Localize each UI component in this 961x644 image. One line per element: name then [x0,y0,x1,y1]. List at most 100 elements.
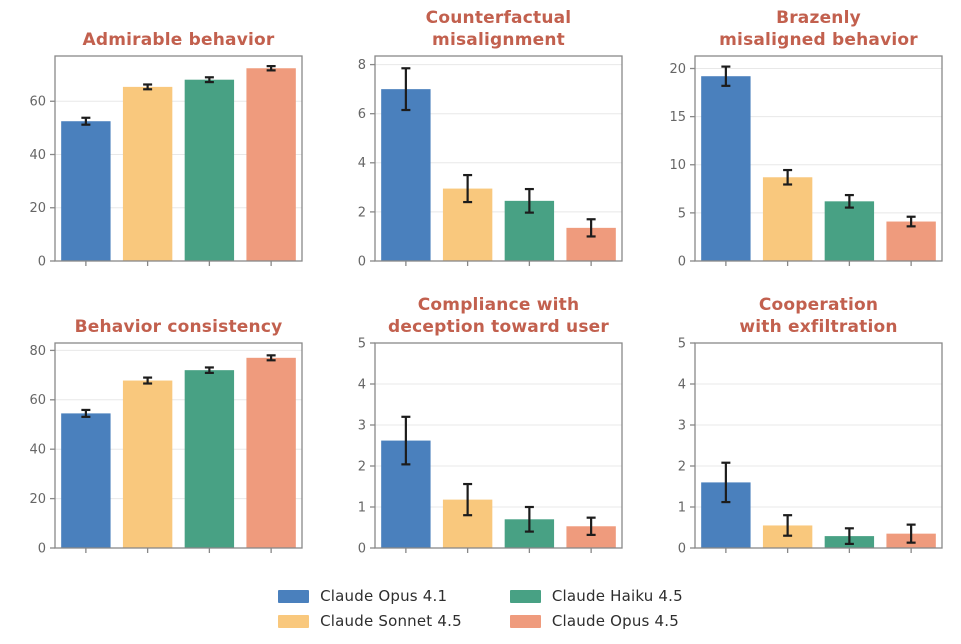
legend: Claude Opus 4.1 Claude Sonnet 4.5 Claude H… [0,587,961,630]
legend-item-claude-sonnet-4-5: Claude Sonnet 4.5 [278,612,462,630]
error-bar [906,523,916,544]
y-tick-label: 4 [358,377,366,392]
plot-border [54,55,303,262]
y-tick-label: 40 [29,148,46,163]
chart-brazenly-misaligned-behavior: Brazenly misaligned behavior 0 5 10 15 20 [647,2,954,289]
y-tick-label: 15 [669,110,686,125]
chart-cooperation-with-exfiltration: Cooperation with exfiltration 0 1 2 3 4 5 [647,289,954,577]
chart-title: Cooperation with exfiltration [739,295,897,337]
error-bar [204,366,214,374]
legend-swatch-icon [509,614,541,628]
chart-svg: Behavior consistency 0 20 40 60 80 [29,317,303,556]
chart-title: Counterfactual misalignment [426,8,572,50]
legend-item-claude-opus-4-5: Claude Opus 4.5 [509,612,683,630]
bar-claude-opus-4-1 [61,413,111,548]
legend-item-claude-haiku-4-5: Claude Haiku 4.5 [509,587,683,605]
legend-label: Claude Sonnet 4.5 [320,612,462,630]
chart-svg: Compliance with deception toward user 0 1 2 3… [358,295,623,556]
error-bar [143,376,153,385]
chart-svg: Counterfactual misalignment 0 2 4 6 8 [358,8,623,269]
y-tick-label: 0 [358,541,366,556]
y-tick-label: 8 [358,58,366,73]
y-tick-label: 5 [678,206,686,221]
y-tick-label: 0 [38,541,46,556]
legend-swatch-icon [509,589,541,603]
error-bar [266,354,276,362]
bar-claude-sonnet-4-5 [122,380,173,548]
error-bar [401,67,411,112]
legend-swatch-icon [278,589,310,603]
y-tick-label: 40 [29,443,46,458]
plot-border [374,55,623,262]
error-bar [463,173,473,204]
y-tick-label: 5 [358,336,366,351]
legend-swatch-icon [278,614,310,628]
legend-label: Claude Haiku 4.5 [551,587,683,605]
error-bar [266,65,276,72]
y-tick-label: 0 [678,254,686,269]
legend-label: Claude Opus 4.5 [551,612,679,630]
chart-counterfactual-misalignment: Counterfactual misalignment 0 2 4 6 8 [327,2,634,289]
y-tick-label: 6 [358,107,366,122]
y-tick-label: 1 [358,500,366,515]
y-tick-label: 3 [358,418,366,433]
y-tick-label: 2 [678,459,686,474]
y-tick-label: 2 [358,205,366,220]
chart-compliance-with-deception-toward-user: Compliance with deception toward user 0 1 2 3… [327,289,634,577]
y-tick-label: 10 [669,158,686,173]
bar-claude-haiku-4-5 [824,201,875,261]
error-bar [721,65,731,87]
legend-item-claude-opus-4-1: Claude Opus 4.1 [278,587,462,605]
plot-border [374,342,623,549]
error-bar [401,415,411,466]
chart-title: Behavior consistency [75,317,283,337]
y-tick-label: 60 [29,393,46,408]
bar-claude-haiku-4-5 [184,370,235,548]
y-tick-label: 80 [29,344,46,359]
chart-svg: Brazenly misaligned behavior 0 5 10 15 20 [669,8,943,269]
chart-admirable-behavior: Admirable behavior 0 20 40 60 [7,2,314,289]
y-tick-label: 4 [358,156,366,171]
y-tick-label: 20 [669,62,686,77]
chart-behavior-consistency: Behavior consistency 0 20 40 60 80 [7,289,314,577]
plot-border [694,55,943,262]
bar-claude-sonnet-4-5 [762,177,813,261]
chart-title: Compliance with deception toward user [388,295,609,337]
error-bar [844,527,854,545]
chart-svg: Admirable behavior 0 20 40 60 [29,30,303,269]
error-bar [586,218,596,238]
y-tick-label: 0 [678,541,686,556]
error-bar [844,193,854,209]
bar-claude-opus-4-1 [61,121,111,262]
chart-title: Brazenly misaligned behavior [719,8,918,50]
plot-border [694,342,943,549]
bar-claude-opus-4-1 [701,76,751,261]
y-tick-label: 3 [678,418,686,433]
error-bar [143,83,153,91]
chart-svg: Cooperation with exfiltration 0 1 2 3 4 5 [678,295,943,556]
error-bar [721,461,731,504]
error-bar [81,116,91,126]
y-tick-label: 0 [358,254,366,269]
bar-claude-opus-4-5 [246,68,296,261]
y-tick-label: 20 [29,201,46,216]
charts-grid: Admirable behavior 0 20 40 60 Counterfactual m… [7,2,954,577]
error-bar [783,514,793,537]
error-bar [906,215,916,228]
y-tick-label: 1 [678,500,686,515]
y-tick-label: 2 [358,459,366,474]
error-bar [204,76,214,84]
bar-claude-opus-4-5 [566,526,616,548]
bar-claude-haiku-4-5 [184,79,235,262]
bar-claude-opus-4-5 [246,357,296,548]
error-bar [783,168,793,186]
error-bar [586,516,596,536]
error-bar [463,482,473,517]
bar-claude-opus-4-5 [886,221,936,261]
chart-title: Admirable behavior [82,30,274,50]
error-bar [524,187,534,214]
plot-border [54,342,303,549]
y-tick-label: 0 [38,254,46,269]
legend-label: Claude Opus 4.1 [320,587,448,605]
